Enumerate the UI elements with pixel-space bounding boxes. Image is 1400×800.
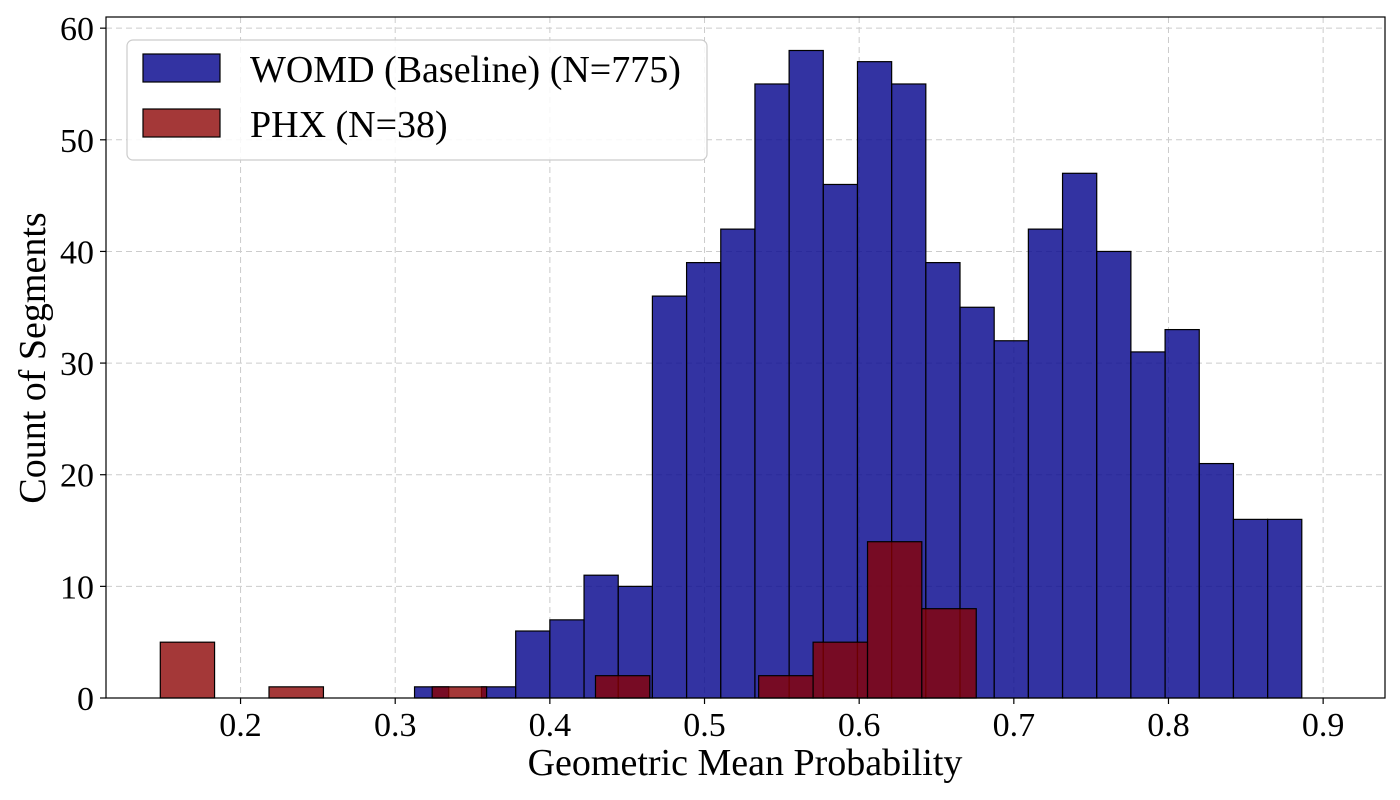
histogram-bar	[1164, 328, 1200, 699]
histogram-bar	[812, 641, 869, 699]
histogram-bar	[515, 630, 551, 699]
x-tick-label: 0.5	[683, 707, 726, 744]
histogram-bar	[720, 228, 756, 699]
bars	[159, 49, 1303, 699]
legend-label-phx: PHX (N=38)	[250, 104, 448, 146]
histogram-bar	[822, 183, 859, 699]
y-axis-title: Count of Segments	[12, 212, 54, 503]
series-phx	[159, 541, 977, 699]
histogram-bar	[431, 686, 488, 699]
y-tick-label: 0	[77, 681, 94, 718]
y-tick-label: 40	[60, 234, 94, 271]
histogram-bar	[993, 340, 1029, 699]
histogram-bar	[549, 619, 585, 699]
histogram-bar	[788, 49, 824, 699]
x-tick-label: 0.3	[374, 707, 417, 744]
series-womd	[413, 49, 1303, 699]
axis-ticks: 0.2 0.3 0.4 0.5 0.6 0.7 0.8 0.9 0 10 20 30 40 50 60	[60, 11, 1344, 744]
plot-frame	[105, 16, 1386, 699]
legend-swatch-womd	[142, 53, 221, 83]
histogram-bar	[754, 83, 790, 699]
legend: WOMD (Baseline) (N=775) PHX (N=38)	[126, 39, 708, 161]
x-tick-label: 0.4	[529, 707, 572, 744]
x-axis-title: Geometric Mean Probability	[528, 742, 963, 784]
y-tick-label: 50	[60, 123, 94, 160]
histogram-bar	[1096, 250, 1132, 699]
legend-swatch-phx	[142, 108, 221, 138]
histogram-bar	[651, 295, 688, 699]
y-tick-label: 30	[60, 346, 94, 383]
histogram-bar	[1232, 518, 1269, 699]
legend-box	[126, 39, 708, 161]
x-tick-label: 0.6	[838, 707, 881, 744]
x-tick-label: 0.7	[993, 707, 1036, 744]
histogram-bar	[1130, 351, 1166, 699]
x-tick-label: 0.8	[1147, 707, 1190, 744]
histogram-bar	[1061, 172, 1098, 699]
histogram-bar	[685, 262, 722, 699]
histogram-bar	[594, 675, 651, 699]
legend-label-womd: WOMD (Baseline) (N=775)	[250, 49, 681, 91]
x-tick-label: 0.9	[1302, 707, 1345, 744]
histogram-bar	[866, 541, 923, 699]
histogram-bar	[159, 641, 216, 699]
histogram-bar	[268, 686, 325, 699]
y-tick-label: 10	[60, 569, 94, 606]
histogram-bar	[1198, 462, 1235, 699]
y-tick-label: 20	[60, 458, 94, 495]
histogram-bar	[758, 675, 814, 699]
histogram-bar	[1027, 228, 1064, 699]
y-tick-label: 60	[60, 11, 94, 48]
histogram-bar	[1267, 518, 1303, 699]
histogram-bar	[921, 608, 977, 699]
x-tick-label: 0.2	[219, 707, 262, 744]
